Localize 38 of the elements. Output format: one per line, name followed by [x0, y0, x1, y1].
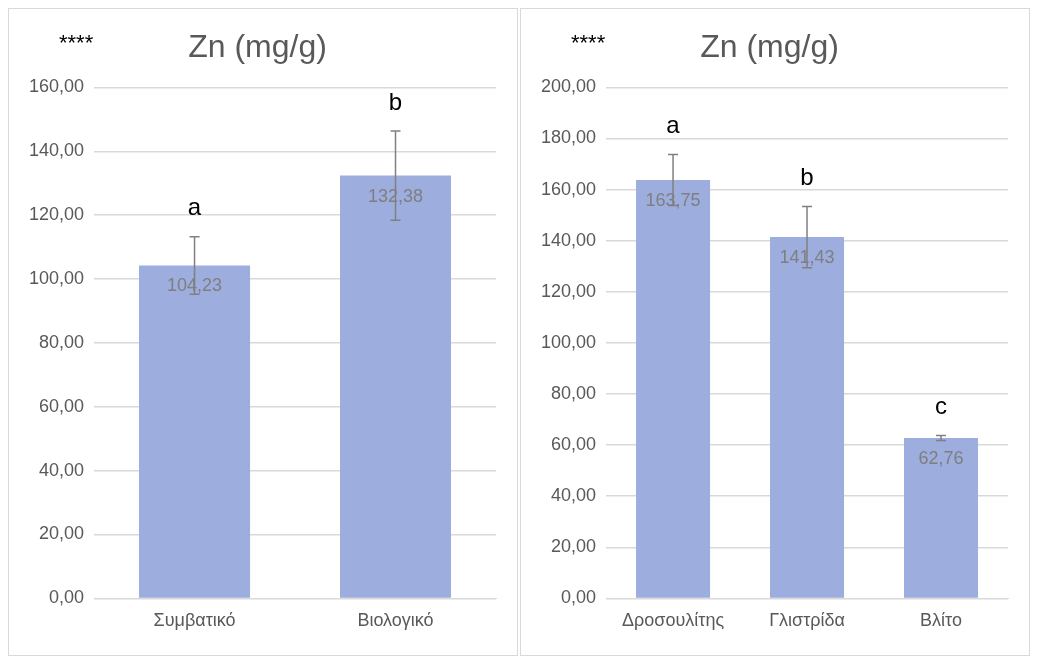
y-tick-label: 180,00: [540, 127, 597, 148]
bar: [904, 438, 979, 598]
x-tick-label: Βλίτο: [920, 610, 962, 631]
y-tick-label: 120,00: [540, 280, 597, 301]
y-tick-label: 140,00: [28, 140, 85, 161]
y-tick-label: 120,00: [28, 204, 85, 225]
data-label: 62,76: [918, 448, 964, 469]
annotation: b: [388, 87, 403, 115]
y-tick-label: 60,00: [39, 395, 85, 416]
annotation: a: [187, 193, 202, 221]
y-tick-label: 0,00: [49, 587, 85, 608]
y-tick-label: 200,00: [540, 76, 597, 97]
chart-title: Zn (mg/g): [700, 28, 839, 65]
y-tick-label: 0,00: [561, 587, 597, 608]
x-tick-label: Δροσουλίτης: [622, 610, 725, 631]
text: ****: [571, 30, 606, 56]
y-tick-label: 160,00: [28, 76, 85, 97]
annotation: a: [666, 111, 681, 139]
bar: [770, 237, 845, 598]
x-tick-label: Συμβατικό: [153, 610, 236, 631]
annotation: c: [935, 392, 948, 420]
text: ****: [59, 30, 94, 56]
y-tick-label: 20,00: [39, 523, 85, 544]
x-tick-label: Βιολογικό: [357, 610, 434, 631]
y-tick-label: 100,00: [540, 331, 597, 352]
y-tick-label: 80,00: [551, 382, 597, 403]
y-tick-label: 40,00: [39, 459, 85, 480]
y-tick-label: 140,00: [540, 229, 597, 250]
x-tick-label: Γλιστρίδα: [769, 610, 845, 631]
y-tick-label: 80,00: [39, 331, 85, 352]
annotation: b: [800, 163, 814, 191]
y-tick-label: 40,00: [551, 485, 597, 506]
y-tick-label: 100,00: [28, 267, 85, 288]
chart-title: Zn (mg/g): [188, 28, 327, 65]
y-tick-label: 20,00: [551, 536, 597, 557]
y-tick-label: 60,00: [551, 434, 597, 455]
bar: [636, 180, 711, 598]
y-tick-label: 160,00: [540, 178, 597, 199]
